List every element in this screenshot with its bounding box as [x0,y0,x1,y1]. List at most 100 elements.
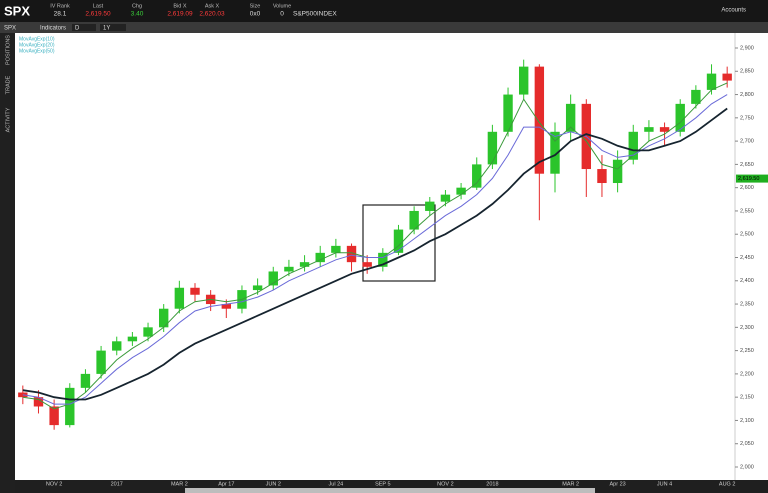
candle-body [33,397,44,407]
candle-body [143,327,153,337]
x-tick-label: Apr 17 [218,481,234,487]
period-box[interactable] [72,24,96,31]
toolbar [0,22,768,33]
price-marker [736,174,768,183]
y-tick-label: 2,150 [740,395,754,401]
field-label: Bid X [173,3,186,9]
period[interactable]: D [75,26,80,32]
price-marker-label: 2,619.50 [738,176,759,182]
field-value: 3.40 [131,11,144,18]
x-tick-label: AUG 2 [719,481,736,487]
x-tick-label: SEP 5 [375,481,391,487]
y-tick-label: 2,500 [740,232,754,238]
field-label: Ask X [205,3,220,9]
y-tick-label: 2,350 [740,302,754,308]
x-tick-label: 2017 [111,481,123,487]
y-tick-label: 2,400 [740,278,754,284]
candle-body [691,89,701,104]
candle-body [159,308,169,328]
candle-body [127,336,138,342]
field-label: Size [250,3,261,9]
y-tick-label: 2,450 [740,255,754,261]
moving-average [22,107,728,401]
x-tick-label: 2018 [486,481,498,487]
field-value: 0 [280,11,284,18]
candle-body [331,245,341,253]
candle-body [503,94,513,132]
candle-body [362,262,372,267]
field-label: Last [93,3,104,9]
candle-body [112,341,122,351]
candle-body [284,266,294,272]
candle-body [409,210,419,230]
side-tab[interactable]: POSITIONS [5,35,11,65]
side-tab[interactable]: ACTIVITY [5,107,11,132]
x-tick-label: JUN 2 [266,481,281,487]
highlight-box [362,204,436,282]
candle-body [628,131,638,160]
candle-body [221,304,231,309]
y-tick-label: 2,600 [740,185,754,191]
header-bar [0,0,768,22]
field-value: 2,619.09 [167,11,193,18]
range-box[interactable] [100,24,126,31]
candle-body [675,103,685,132]
candle-body [565,103,576,132]
candle-body [268,271,278,286]
symbol: SPX [4,3,30,18]
field-value: 2,619.50 [85,11,111,18]
candle-body [706,73,717,90]
field-label: Volume [273,3,291,9]
candle-body [534,66,545,174]
moving-average [22,94,728,405]
indicators[interactable]: Indicators [40,26,66,32]
field-value: 0x0 [250,11,261,18]
plot-area [15,33,768,480]
candle-body [393,229,404,253]
candle-body [456,187,466,195]
legend-entry: MovAvgExp(20) [19,42,55,48]
candle-body [722,73,732,81]
description: S&P500INDEX [293,11,337,18]
candle-body [378,252,388,267]
x-tick-label: NOV 2 [437,481,454,487]
accounts[interactable]: Accounts [721,8,746,14]
candle-body [299,262,310,267]
x-tick-label: MAR 2 [562,481,579,487]
candle-body [190,287,200,295]
y-tick-label: 2,300 [740,325,754,331]
candle-body [49,406,59,426]
field-label: Chg [132,3,142,9]
field-value: 2,620.03 [199,11,225,18]
legend-entry: MovAvgExp(10) [19,36,55,42]
candle-body [597,169,607,184]
x-tick-label: Apr 23 [609,481,625,487]
candle-body [425,201,435,211]
field-value: 28.1 [54,11,67,18]
candle-body [80,373,91,388]
candle-body [659,127,670,132]
toolbar-symbol[interactable]: SPX [4,26,16,32]
candle-body [96,350,106,374]
y-tick-label: 2,850 [740,69,754,75]
candle-body [252,285,263,291]
x-tick-label: JUN 4 [657,481,672,487]
candle-body [65,387,75,426]
sidebar [0,33,15,493]
range[interactable]: 1Y [103,26,110,32]
y-tick-label: 2,900 [740,45,754,51]
x-tick-label: NOV 2 [46,481,63,487]
candle-body [174,287,185,309]
x-tick-label: Jul 24 [329,481,344,487]
candle-body [644,127,654,132]
x-tick-label: MAR 2 [171,481,188,487]
y-tick-label: 2,100 [740,418,754,424]
side-tab[interactable]: TRADE [5,75,11,94]
scrollbar[interactable] [185,488,595,493]
legend-entry: MovAvgExp(50) [19,48,55,54]
y-tick-label: 2,250 [740,348,754,354]
candle-body [346,245,357,263]
field-label: IV Rank [50,3,70,9]
